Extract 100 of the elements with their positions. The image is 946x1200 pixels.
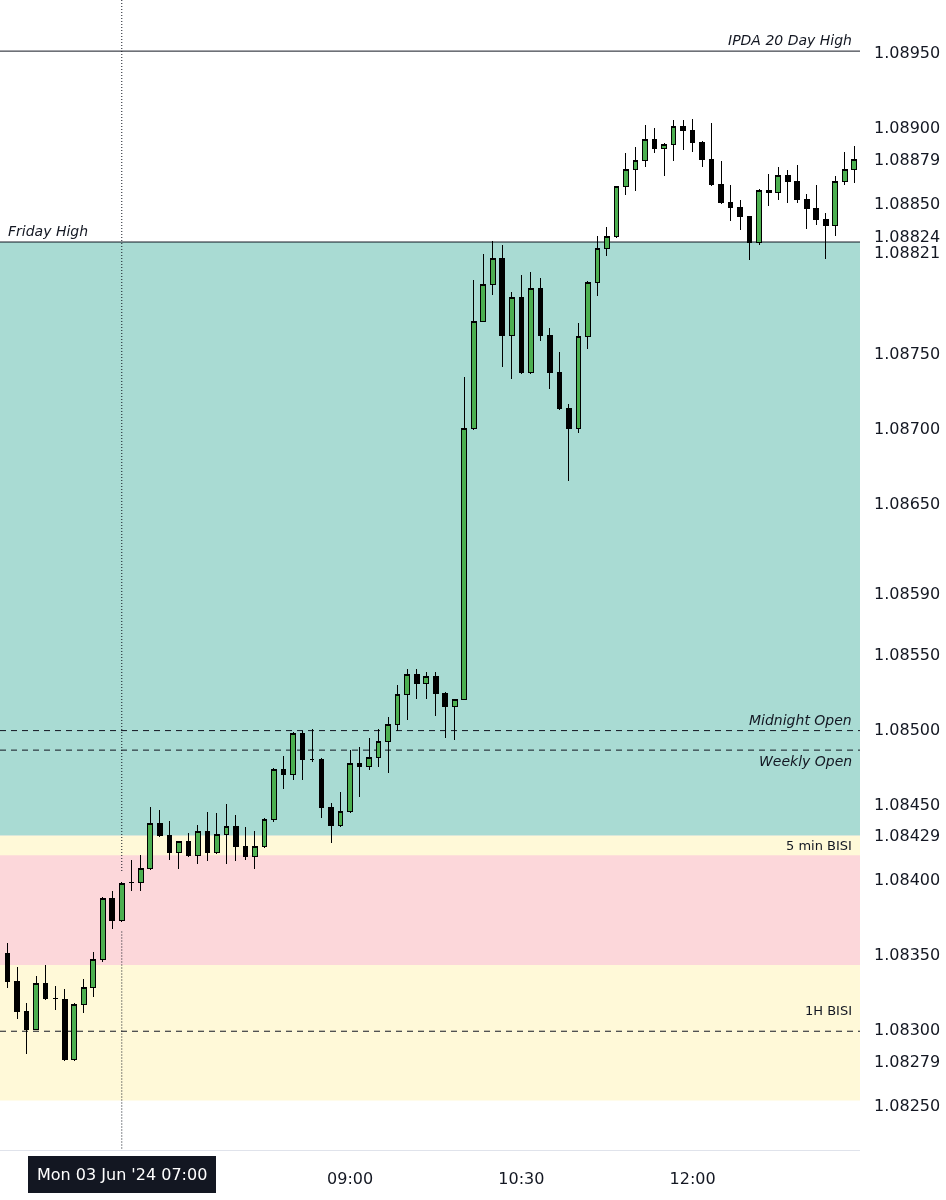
y-tick-label: 1.08450 (874, 794, 941, 814)
candlestick (118, 881, 125, 922)
y-tick-label: 1.08850 (874, 193, 941, 213)
y-tick-label: 1.08879 (874, 149, 941, 169)
candlestick (99, 896, 106, 963)
candlestick (328, 802, 334, 844)
candlestick (42, 964, 49, 1001)
candlestick (242, 826, 249, 861)
candlestick (90, 951, 97, 998)
candlestick (442, 691, 449, 739)
candlestick (746, 215, 753, 261)
candlestick (699, 140, 705, 168)
candlestick (451, 698, 458, 741)
candlestick (280, 755, 287, 790)
candlestick (252, 830, 258, 870)
y-tick-label: 1.08550 (874, 644, 941, 664)
candlestick (71, 1002, 78, 1062)
candlestick (413, 668, 420, 700)
candlestick (461, 376, 468, 700)
candlestick (195, 824, 201, 865)
candlestick (176, 841, 182, 870)
candlestick (366, 737, 372, 771)
candlestick (271, 767, 277, 823)
candlestick (137, 854, 144, 892)
ref-line-label: Midnight Open (749, 712, 852, 728)
candlestick (813, 184, 820, 226)
candlestick (803, 193, 810, 229)
candlestick (822, 212, 829, 260)
ref-line-label: Friday High (8, 223, 89, 239)
candlestick (756, 188, 762, 246)
y-tick-label: 1.08400 (874, 870, 941, 890)
band-label: 1H BISI (805, 1003, 853, 1018)
candlestick (661, 142, 667, 177)
candlestick (299, 730, 306, 781)
candlestick (109, 890, 116, 930)
y-tick-label: 1.08300 (874, 1020, 941, 1040)
y-tick-label: 1.08250 (874, 1095, 941, 1115)
y-tick-label: 1.08429 (874, 826, 941, 846)
ref-line-label: Mon 03 Jun '24 07:00 (37, 1165, 208, 1184)
candlestick (737, 199, 743, 231)
band-label: 5 min BISI (786, 838, 852, 853)
candlestick (642, 124, 648, 168)
candlestick (575, 322, 582, 434)
candlestick (470, 279, 477, 431)
candlestick (166, 820, 173, 861)
candlestick (480, 253, 487, 323)
candlestick (404, 668, 410, 721)
candlestick (233, 814, 239, 862)
candlestick (61, 988, 68, 1062)
candlestick (727, 184, 734, 222)
y-tick-label: 1.08700 (874, 419, 941, 439)
candlestick (547, 327, 553, 390)
y-tick-label: 1.08900 (874, 118, 941, 138)
candlestick (613, 185, 620, 239)
candlestick (718, 160, 724, 205)
x-tick-label: 12:00 (669, 1169, 716, 1189)
candlestick (318, 757, 325, 819)
candlestick (156, 809, 163, 838)
y-tick-label: 1.08950 (874, 43, 941, 63)
candlestick (680, 119, 686, 151)
candlestick (585, 280, 591, 350)
candlestick (784, 169, 791, 204)
candlestick (204, 811, 211, 862)
candlestick (385, 716, 391, 774)
candlestick (337, 791, 344, 828)
candlestick (623, 152, 629, 196)
candlestick (489, 240, 496, 296)
candlestick (185, 832, 192, 858)
candlestick (261, 817, 268, 849)
y-tick-label: 1.08500 (874, 719, 941, 739)
candlestick (566, 403, 572, 482)
candlestick (594, 235, 601, 297)
candlestick (23, 1002, 30, 1055)
candlestick (832, 175, 839, 237)
candlestick (708, 122, 715, 187)
candlestick (147, 806, 154, 871)
y-tick-label: 1.08590 (874, 584, 941, 604)
candlestick (670, 119, 677, 162)
candlestick (775, 166, 782, 201)
candlestick (223, 803, 230, 865)
candlestick (765, 173, 772, 207)
candlestick (290, 731, 296, 781)
candlestick (423, 671, 430, 700)
candlestick (689, 118, 696, 153)
candlestick (52, 985, 59, 1011)
candlestick (394, 684, 401, 732)
candlestick (80, 978, 87, 1014)
candlestick (499, 244, 506, 368)
y-tick-label: 1.08750 (874, 343, 941, 363)
candlestick (356, 746, 363, 798)
candlestick (214, 812, 220, 855)
ref-line-label: IPDA 20 Day High (728, 32, 852, 48)
candlestick (518, 274, 525, 375)
candlestick (309, 728, 315, 763)
candlestick (432, 671, 439, 717)
candlestick (14, 966, 20, 1020)
candlestick (556, 351, 563, 411)
candlestick (841, 151, 848, 186)
y-tick-label: 1.08350 (874, 945, 941, 965)
ref-line-label: Weekly Open (759, 753, 853, 769)
